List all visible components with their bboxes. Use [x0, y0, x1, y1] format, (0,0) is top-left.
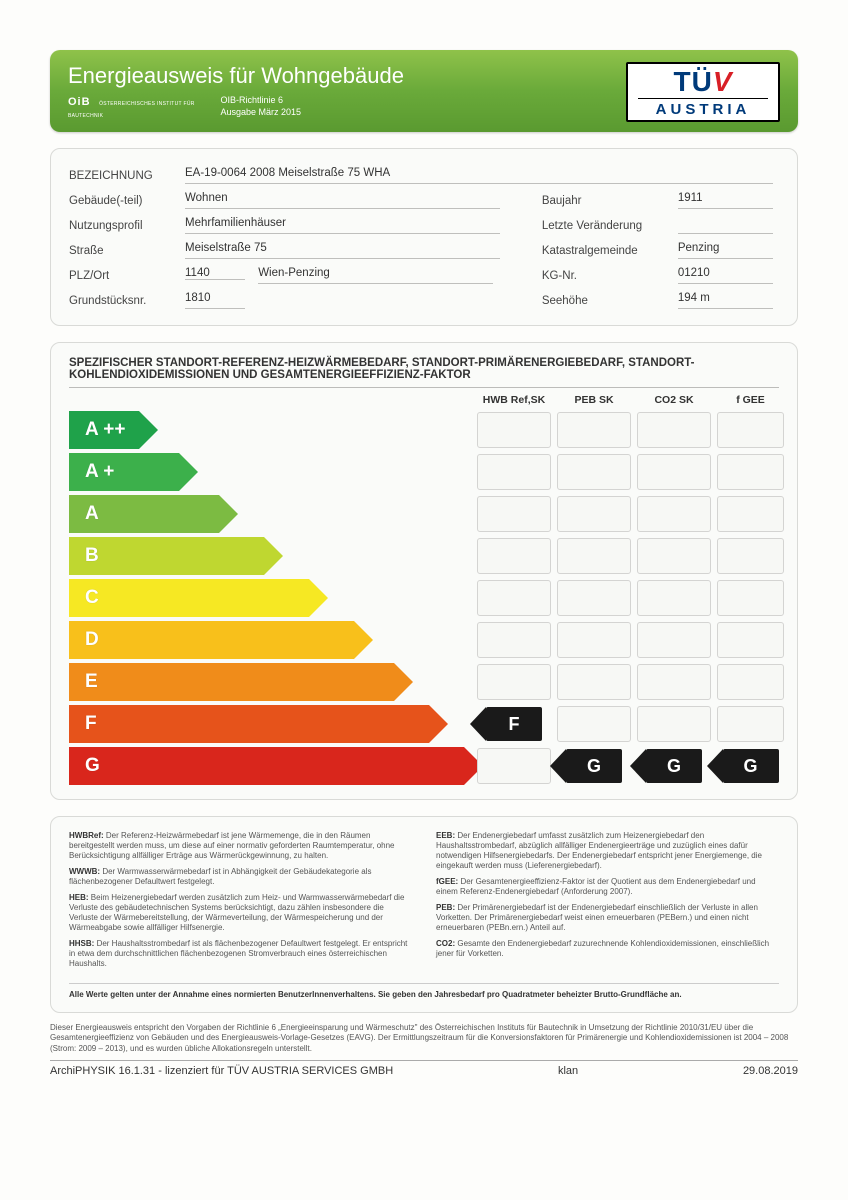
empty-cell	[717, 496, 784, 532]
empty-cell	[557, 454, 631, 490]
definition-item: PEB: Der Primärenergiebedarf ist der End…	[436, 903, 779, 933]
empty-cell	[557, 622, 631, 658]
empty-cell	[557, 664, 631, 700]
empty-cell	[637, 454, 711, 490]
energy-class-row: FF	[69, 703, 779, 745]
energy-class-row: A ++	[69, 409, 779, 451]
energy-class-label: B	[85, 537, 99, 575]
header-title: Energieausweis für Wohngebäude	[68, 63, 404, 89]
empty-cell	[477, 580, 551, 616]
energy-class-label: A +	[85, 453, 114, 491]
header-subtitle: OiB ÖSTERREICHISCHES INSTITUT FÜR BAUTEC…	[68, 95, 404, 121]
empty-cell	[477, 496, 551, 532]
empty-cell	[477, 622, 551, 658]
info-panel: BEZEICHNUNG EA-19-0064 2008 Meiselstraße…	[50, 148, 798, 326]
empty-cell	[717, 454, 784, 490]
tuv-logo: TÜV AUSTRIA	[626, 62, 780, 122]
empty-cell	[717, 538, 784, 574]
value-bezeichnung: EA-19-0064 2008 Meiselstraße 75 WHA	[185, 167, 773, 184]
footer-date: 29.08.2019	[743, 1065, 798, 1077]
empty-cell	[477, 664, 551, 700]
empty-cell	[717, 580, 784, 616]
empty-cell	[637, 496, 711, 532]
empty-cell	[717, 664, 784, 700]
energy-class-label: A ++	[85, 411, 126, 449]
definitions-panel: HWBRef: Der Referenz-Heizwärmebedarf ist…	[50, 816, 798, 1013]
chart-column-headers: HWB Ref,SK PEB SK CO2 SK f GEE	[69, 394, 779, 409]
energy-class-row: A	[69, 493, 779, 535]
energy-class-label: F	[85, 705, 97, 743]
definition-item: EEB: Der Endenergiebedarf umfasst zusätz…	[436, 831, 779, 871]
empty-cell	[637, 706, 711, 742]
energy-class-row: D	[69, 619, 779, 661]
rating-indicator: G	[557, 749, 631, 783]
empty-cell	[557, 538, 631, 574]
rating-indicator: G	[637, 749, 711, 783]
energy-class-row: C	[69, 577, 779, 619]
empty-cell	[637, 412, 711, 448]
label-bezeichnung: BEZEICHNUNG	[69, 163, 185, 188]
page-footer: ArchiPHYSIK 16.1.31 - lizenziert für TÜV…	[50, 1065, 798, 1077]
empty-cell	[717, 706, 784, 742]
empty-cell	[557, 496, 631, 532]
empty-cell	[557, 580, 631, 616]
empty-cell	[637, 622, 711, 658]
energy-class-label: G	[85, 747, 100, 785]
rating-indicator: G	[717, 749, 784, 783]
empty-cell	[717, 412, 784, 448]
definition-item: fGEE: Der Gesamtenergieeffizienz-Faktor …	[436, 877, 779, 897]
energy-class-label: E	[85, 663, 98, 701]
energy-class-label: C	[85, 579, 99, 617]
empty-cell	[637, 580, 711, 616]
definition-item: CO2: Gesamte den Endenergiebedarf zuzure…	[436, 939, 779, 959]
header: Energieausweis für Wohngebäude OiB ÖSTER…	[50, 50, 798, 132]
header-text: Energieausweis für Wohngebäude OiB ÖSTER…	[68, 63, 404, 121]
footer-user: klan	[558, 1065, 578, 1077]
empty-cell	[637, 664, 711, 700]
empty-cell	[717, 622, 784, 658]
empty-cell	[557, 706, 631, 742]
definition-item: HWBRef: Der Referenz-Heizwärmebedarf ist…	[69, 831, 412, 861]
energy-class-row: E	[69, 661, 779, 703]
energy-class-label: D	[85, 621, 99, 659]
energy-class-row: A +	[69, 451, 779, 493]
energy-chart: SPEZIFISCHER STANDORT-REFERENZ-HEIZWÄRME…	[50, 342, 798, 800]
definition-item: HEB: Beim Heizenergiebedarf werden zusät…	[69, 893, 412, 933]
empty-cell	[477, 454, 551, 490]
empty-cell	[637, 538, 711, 574]
empty-cell	[477, 538, 551, 574]
empty-cell	[557, 412, 631, 448]
energy-class-row: GGGG	[69, 745, 779, 787]
energy-class-row: B	[69, 535, 779, 577]
footer-software: ArchiPHYSIK 16.1.31 - lizenziert für TÜV…	[50, 1065, 393, 1077]
disclaimer: Dieser Energieausweis entspricht den Vor…	[50, 1023, 798, 1061]
definition-item: WWWB: Der Warmwasserwärmebedarf ist in A…	[69, 867, 412, 887]
empty-cell	[477, 748, 551, 784]
definition-item: HHSB: Der Haushaltsstrombedarf ist als f…	[69, 939, 412, 969]
rating-indicator: F	[477, 707, 551, 741]
chart-title: SPEZIFISCHER STANDORT-REFERENZ-HEIZWÄRME…	[69, 357, 779, 388]
energy-class-label: A	[85, 495, 99, 533]
notes-footer: Alle Werte gelten unter der Annahme eine…	[69, 983, 779, 1000]
empty-cell	[477, 412, 551, 448]
